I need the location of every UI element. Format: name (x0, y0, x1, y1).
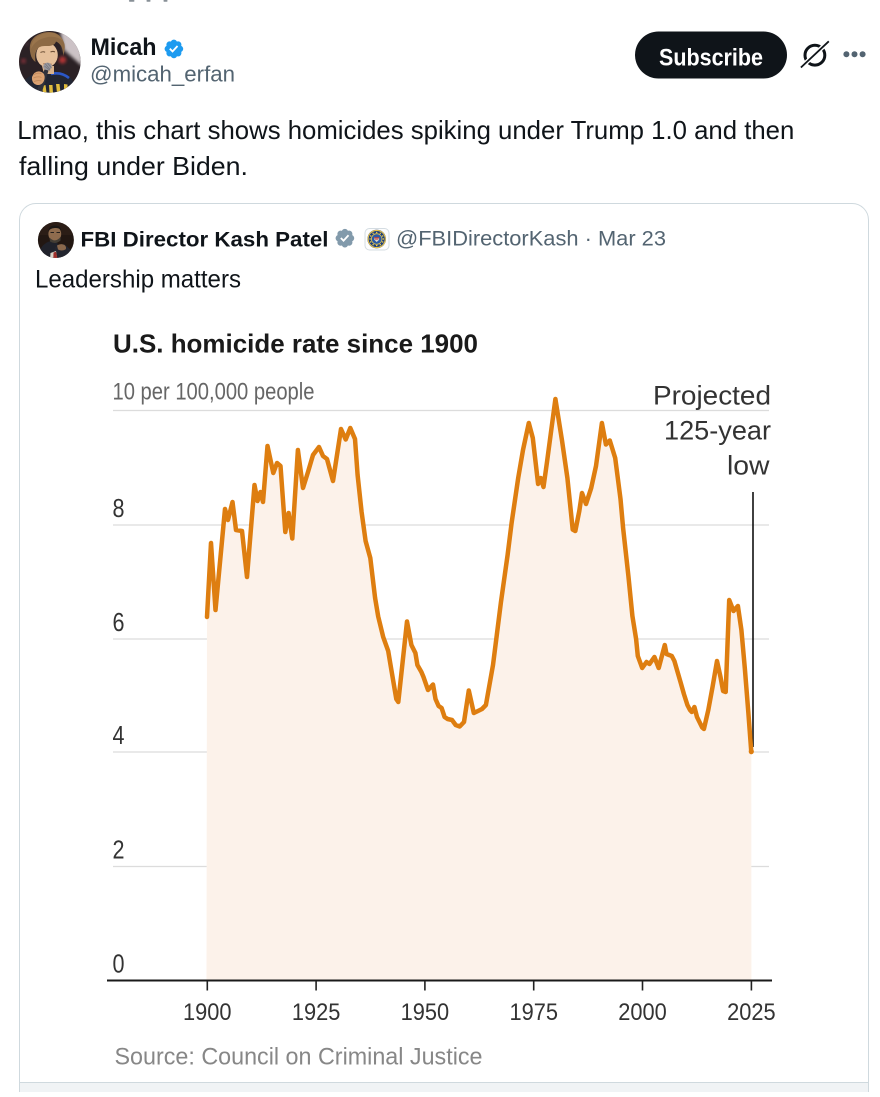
svg-text:2025: 2025 (727, 999, 776, 1026)
svg-text:falling under Biden.: falling under Biden. (19, 151, 248, 181)
svg-text:U.S. homicide rate since 1900: U.S. homicide rate since 1900 (113, 329, 478, 359)
svg-text:0: 0 (113, 951, 125, 979)
svg-text:Projected: Projected (653, 381, 771, 411)
svg-text:10 per 100,000 people: 10 per 100,000 people (113, 379, 315, 406)
svg-text:1925: 1925 (292, 999, 341, 1026)
svg-text:@micah_erfan: @micah_erfan (90, 62, 235, 87)
svg-text:1900: 1900 (183, 999, 232, 1026)
svg-text:Source: Council on Criminal Ju: Source: Council on Criminal Justice (115, 1044, 483, 1071)
svg-text:FBI Director Kash Patel: FBI Director Kash Patel (81, 229, 329, 252)
svg-text:low: low (727, 451, 770, 481)
svg-text:@FBIDirectorKash · Mar 23: @FBIDirectorKash · Mar 23 (396, 227, 666, 251)
svg-text:2000: 2000 (618, 999, 667, 1026)
svg-text:1950: 1950 (401, 999, 450, 1026)
svg-text:4: 4 (113, 722, 125, 750)
svg-text:6: 6 (113, 609, 125, 637)
svg-text:1975: 1975 (509, 999, 558, 1026)
svg-text:125-year: 125-year (664, 416, 771, 446)
svg-text:Lmao, this chart shows homicid: Lmao, this chart shows homicides spiking… (17, 115, 794, 145)
svg-text:Leadership matters: Leadership matters (35, 266, 241, 294)
svg-text:Subscribe: Subscribe (659, 45, 763, 72)
svg-text:Micah: Micah (91, 34, 157, 61)
svg-text:2: 2 (113, 837, 125, 865)
svg-text:8: 8 (113, 495, 125, 523)
